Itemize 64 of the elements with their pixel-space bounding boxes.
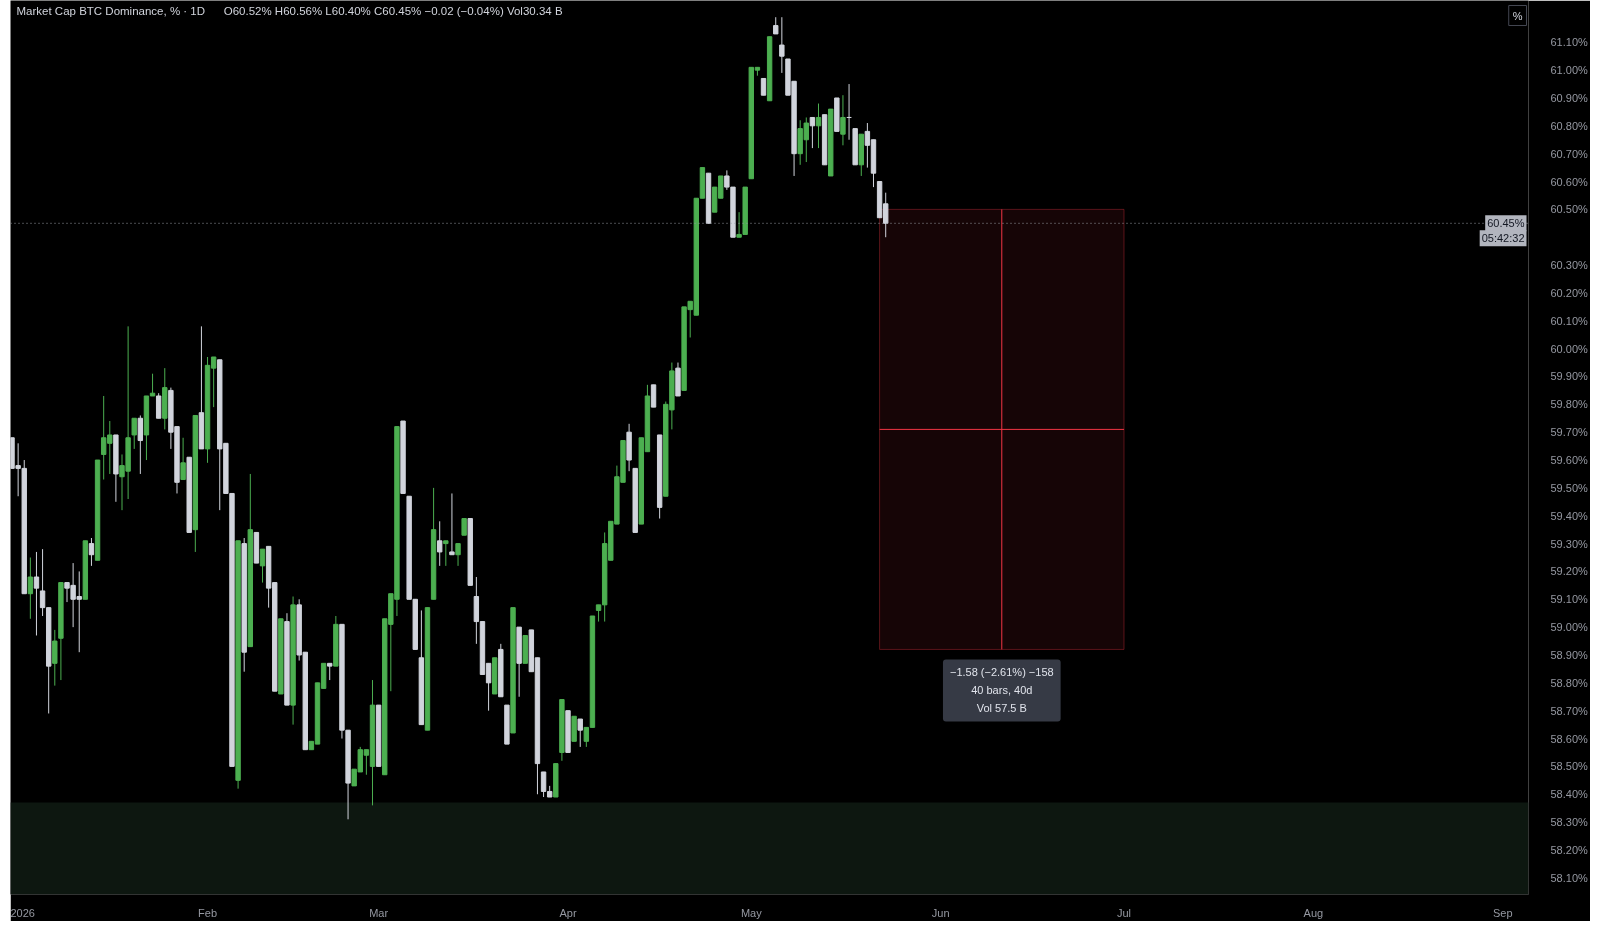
y-tick-label: 59.60% [1550,454,1589,467]
y-axis-title: % [1512,9,1523,22]
y-tick-label: 60.80% [1550,119,1589,132]
candlestick [27,557,34,620]
y-tick-label: 60.60% [1550,175,1589,188]
y-tick-label: 59.50% [1550,481,1589,494]
y-tick-label: 61.10% [1550,36,1589,49]
y-tick-label: 59.20% [1550,565,1589,578]
chart-title: Market Cap BTC Dominance, % · 1D [16,4,206,17]
candlestick [33,551,40,636]
x-tick-label: Sep [1493,906,1513,919]
chart-subtitle: O60.52% H60.56% L60.40% C60.45% −0.02 (−0.04%) Vol30.34 B [223,4,563,17]
y-tick-label: 59.90% [1550,370,1589,383]
y-tick-label: 59.80% [1550,398,1589,411]
y-tick-label: 60.30% [1550,259,1589,272]
candlestick [259,548,266,584]
x-tick-label: 2026 [10,906,35,919]
candlestick [443,540,449,567]
x-tick-label: Feb [198,906,218,919]
candlestick [131,417,137,450]
y-tick-label: 59.30% [1550,537,1589,550]
candlestick [815,103,822,149]
annotation: 05:42:32 [1481,232,1525,245]
candlestick [455,543,461,567]
candlestick [52,629,58,687]
y-tick-label: 60.10% [1550,314,1589,327]
y-tick-label: 60.50% [1550,203,1589,216]
y-tick-label: 59.70% [1550,426,1589,439]
candlestick [840,94,846,146]
candlestick [779,16,785,74]
y-tick-label: 60.70% [1550,147,1589,160]
y-tick-label: 60.90% [1550,91,1589,104]
y-tick-label: 58.50% [1550,760,1589,773]
candlestick [650,384,657,408]
candlestick [180,437,186,481]
candlestick [809,116,816,149]
x-tick-label: Apr [559,906,577,919]
y-tick-label: 60.20% [1550,286,1589,299]
candlestick [577,718,583,748]
y-tick-label: 59.10% [1550,593,1589,606]
y-tick-label: 58.40% [1550,788,1589,801]
y-tick-label: 58.10% [1550,871,1589,884]
y-tick-label: 58.80% [1550,676,1589,689]
candlestick [449,492,455,556]
candlestick [88,537,95,567]
y-tick-label: 59.00% [1550,621,1589,634]
y-tick-label: 58.70% [1550,704,1589,717]
x-tick-label: Mar [369,906,389,919]
annotation: −1.58 (−2.61%) −158 40 bars, 40d Vol 57.5 B [949,666,1054,715]
x-tick-label: Jul [1116,906,1132,919]
y-tick-label: 59.40% [1550,509,1589,522]
x-tick-label: May [740,906,763,919]
candlestick [437,520,443,567]
x-tick-label: Jun [931,906,950,919]
y-tick-label: 58.30% [1550,816,1589,829]
candlestick [155,392,162,419]
y-tick-label: 58.20% [1550,843,1589,856]
ref-line-label: 60.45% [1487,217,1525,230]
y-tick-label: 61.00% [1550,64,1589,77]
y-tick-label: 58.90% [1550,648,1589,661]
y-tick-label: 60.00% [1550,342,1589,355]
x-tick-label: Aug [1303,906,1324,919]
y-tick-label: 58.60% [1550,732,1589,745]
candlestick [137,414,144,475]
